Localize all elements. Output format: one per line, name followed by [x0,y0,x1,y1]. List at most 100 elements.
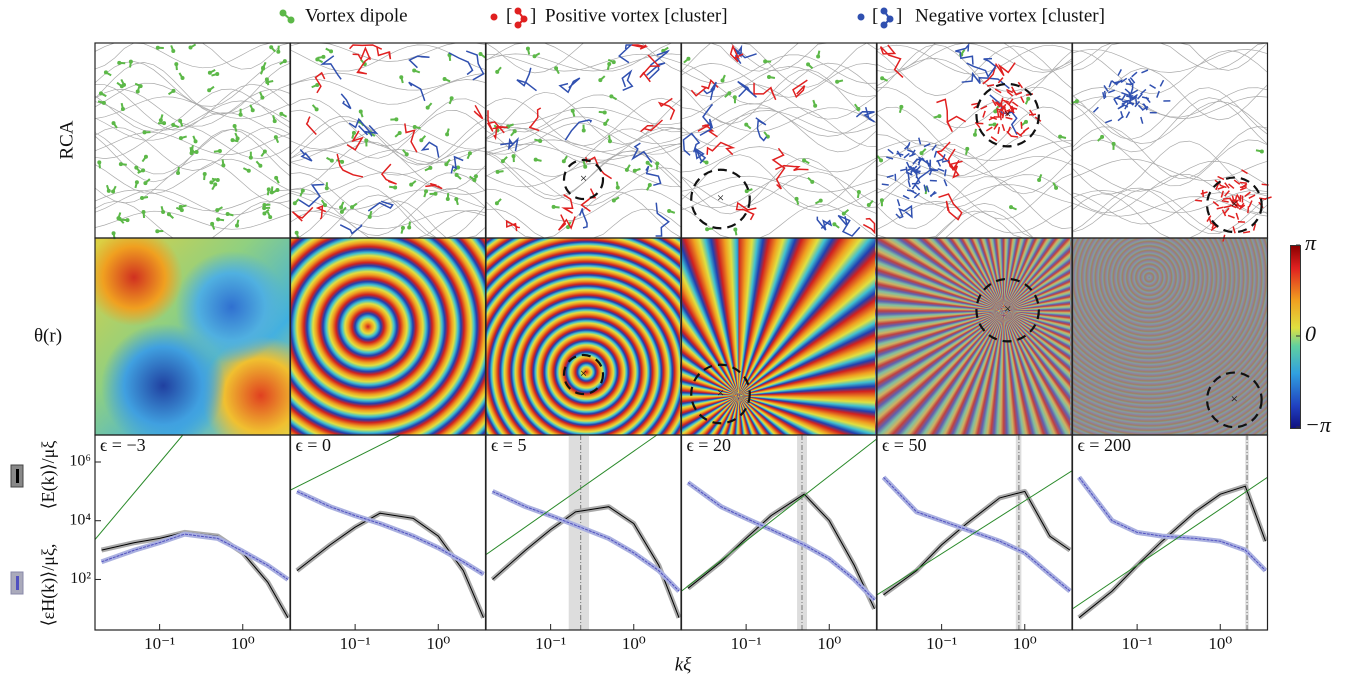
cluster [1125,111,1131,119]
streamline [94,112,291,141]
vortex [473,174,478,179]
cluster [737,80,758,98]
cluster [908,153,916,158]
cluster [1195,199,1203,202]
vortex [720,78,725,83]
vortex [262,149,267,154]
vortex [879,158,884,163]
cluster [1217,186,1225,190]
streamline [1072,173,1268,214]
cluster [1001,111,1005,119]
cluster [558,77,581,94]
cluster [465,50,485,81]
vortex [207,70,212,75]
y-axis-label: ⟨E(k)⟩/μξ [38,441,59,510]
vortex [210,221,215,226]
cluster [993,123,999,130]
vortex [272,119,277,124]
vortex [189,151,194,156]
y-tick-label: 10⁶ [69,453,91,470]
vortex [350,205,355,210]
cluster [408,81,426,102]
cluster-circle [690,168,751,230]
cluster [906,189,915,193]
phase-field [485,238,680,435]
cluster [735,201,757,221]
vortex [367,214,372,219]
x-tick-label: 10⁻¹ [926,634,957,653]
streamline [94,88,291,127]
cluster [356,56,371,75]
panel-frame [1071,237,1269,436]
streamline [290,120,486,165]
vortex [250,108,255,113]
vortex [155,229,160,234]
cluster [1115,97,1123,101]
cluster [936,98,967,133]
bracket: [ [872,5,878,26]
cluster [1217,175,1225,181]
spectrum-plot [486,435,681,630]
phase-field [680,238,875,435]
streamline [1072,190,1268,214]
uncertainty-band [1077,483,1268,620]
cluster [943,179,948,187]
cluster [1221,209,1227,217]
cluster [336,153,364,178]
vortex [561,159,566,164]
vortex [171,88,176,93]
vortex [442,77,447,82]
cluster [1135,97,1138,106]
cluster [910,168,918,173]
vortex [602,110,607,115]
cluster [1008,98,1014,105]
streamline [681,110,877,134]
vortex [194,150,199,155]
vortex [615,185,620,190]
cluster [907,173,910,181]
vortex [120,106,125,111]
streamline [290,171,486,195]
streamline [876,86,1073,128]
cluster [1121,91,1129,96]
streamline [1072,158,1268,181]
cluster [1232,226,1236,234]
cluster [1201,189,1205,197]
streamline [876,100,1073,146]
vortex [1100,134,1105,139]
vortex [351,130,356,135]
vortex [230,138,235,143]
cluster [936,158,944,163]
uncertainty-band [686,480,877,602]
cluster [1129,77,1136,84]
legend-label: Positive vortex [cluster] [545,5,728,26]
vortex [116,216,121,221]
vortex [1054,185,1059,190]
cluster [1222,197,1231,201]
vortex [125,218,130,223]
cluster [974,121,981,129]
vortex [215,178,220,183]
cluster [928,168,933,176]
streamline [1072,48,1268,73]
streamline [681,171,877,208]
vortex [178,136,183,141]
cluster [291,206,314,222]
vortex [583,164,588,169]
cluster [558,214,576,231]
phase-field [1070,238,1268,435]
cluster [1247,206,1250,214]
cluster [1200,191,1208,195]
panel-frame [94,237,291,436]
cluster [931,144,937,151]
vortex [551,204,556,209]
vortex [176,170,181,175]
vortex [454,197,459,202]
streamline [1072,140,1268,195]
cluster [907,166,915,172]
cluster-circle [690,363,751,425]
streamline [94,82,291,114]
streamline [290,116,486,166]
cluster-circle [562,353,605,396]
cluster [729,44,744,63]
